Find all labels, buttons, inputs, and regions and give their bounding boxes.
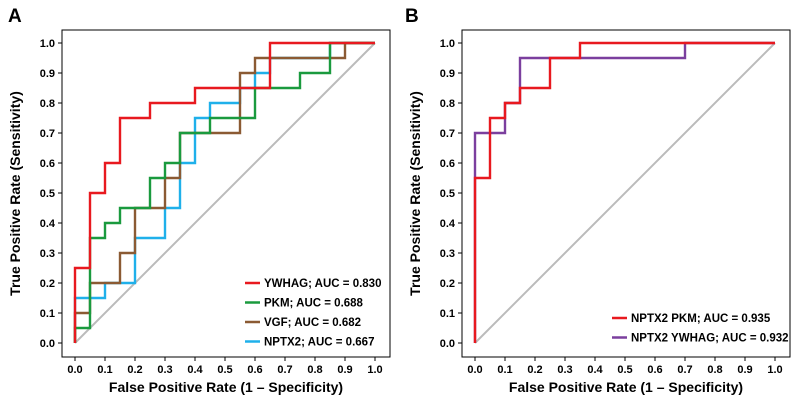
reference-diagonal [474,42,776,344]
x-tick-label: 0.9 [737,364,752,376]
panel-a: A 0.0 0.1 0.2 0.3 0.4 0.5 0.6 0.7 0.8 0.9 1.0 0.0 0.1… [7,6,391,395]
y-tick-label: 0.7 [440,128,455,140]
legend-label: NPTX2 PKM; AUC = 0.935 [631,313,771,325]
y-axis-label: True Positive Rate (Sensitivity) [407,91,423,296]
x-tick-label: 1.0 [367,364,382,376]
x-tick-label: 0.7 [677,364,692,376]
panel-label: B [405,6,419,27]
y-tick-label: 0.1 [40,308,55,320]
x-tick-label: 0.7 [277,364,292,376]
x-tick-label: 0.4 [587,364,603,376]
x-tick-label: 0.0 [67,364,82,376]
x-tick-label: 0.2 [127,364,142,376]
x-tick-label: 0.5 [617,364,632,376]
roc-curve [473,41,775,343]
x-tick-label: 0.1 [97,364,112,376]
x-tick-label: 0.4 [187,364,203,376]
y-tick-label: 0.8 [40,98,55,110]
legend: NPTX2 PKM; AUC = 0.935 NPTX2 YWHAG; AUC =… [612,313,789,345]
x-tick-label: 0.2 [527,364,542,376]
legend-label: PKM; AUC = 0.688 [264,298,364,310]
y-tick-label: 0.5 [440,188,455,200]
x-tick-label: 0.5 [217,364,232,376]
y-tick-label: 0.1 [440,308,455,320]
x-tick-label: 0.0 [467,364,482,376]
x-tick-label: 0.3 [557,364,572,376]
y-tick-label: 0.4 [440,218,456,230]
y-tick-label: 0.3 [40,248,55,260]
y-tick-label: 0.2 [440,278,455,290]
legend-label: YWHAG; AUC = 0.830 [264,278,381,290]
y-tick-label: 1.0 [40,38,55,50]
x-tick-label: 0.9 [337,364,352,376]
y-tick-label: 0.0 [40,338,55,350]
legend-label: NPTX2 YWHAG; AUC = 0.932 [631,333,789,345]
x-axis-label: False Positive Rate (1 – Specificity) [109,379,343,395]
x-tick-label: 0.3 [157,364,172,376]
y-tick-label: 0.6 [440,158,455,170]
y-tick-label: 0.4 [40,218,56,230]
x-tick-label: 0.8 [307,364,322,376]
x-tick-label: 0.6 [247,364,262,376]
legend-label: VGF; AUC = 0.682 [264,317,361,329]
panel-label: A [8,6,22,27]
y-tick-label: 0.5 [40,188,55,200]
y-axis-label: True Positive Rate (Sensitivity) [7,91,23,296]
x-tick-label: 0.6 [647,364,662,376]
x-axis-label: False Positive Rate (1 – Specificity) [509,379,743,395]
y-tick-label: 0.3 [440,248,455,260]
roc-curve [73,41,375,343]
x-tick-label: 1.0 [767,364,782,376]
y-tick-label: 0.2 [40,278,55,290]
x-tick-label: 0.8 [707,364,722,376]
y-tick-label: 0.7 [40,128,55,140]
reference-diagonal [74,42,376,344]
roc-curve [73,41,375,343]
y-tick-label: 1.0 [440,38,455,50]
y-tick-label: 0.8 [440,98,455,110]
y-tick-label: 0.9 [40,68,55,80]
y-tick-label: 0.6 [40,158,55,170]
panel-b: B 0.0 0.1 0.2 0.3 0.4 0.5 0.6 0.7 0.8 0.9 1.0 0.0 0.1… [405,6,791,395]
x-tick-label: 0.1 [497,364,512,376]
legend: YWHAG; AUC = 0.830 PKM; AUC = 0.688 VGF; A… [245,278,381,349]
y-tick-label: 0.9 [440,68,455,80]
legend-label: NPTX2; AUC = 0.667 [264,337,374,349]
y-tick-label: 0.0 [440,338,455,350]
